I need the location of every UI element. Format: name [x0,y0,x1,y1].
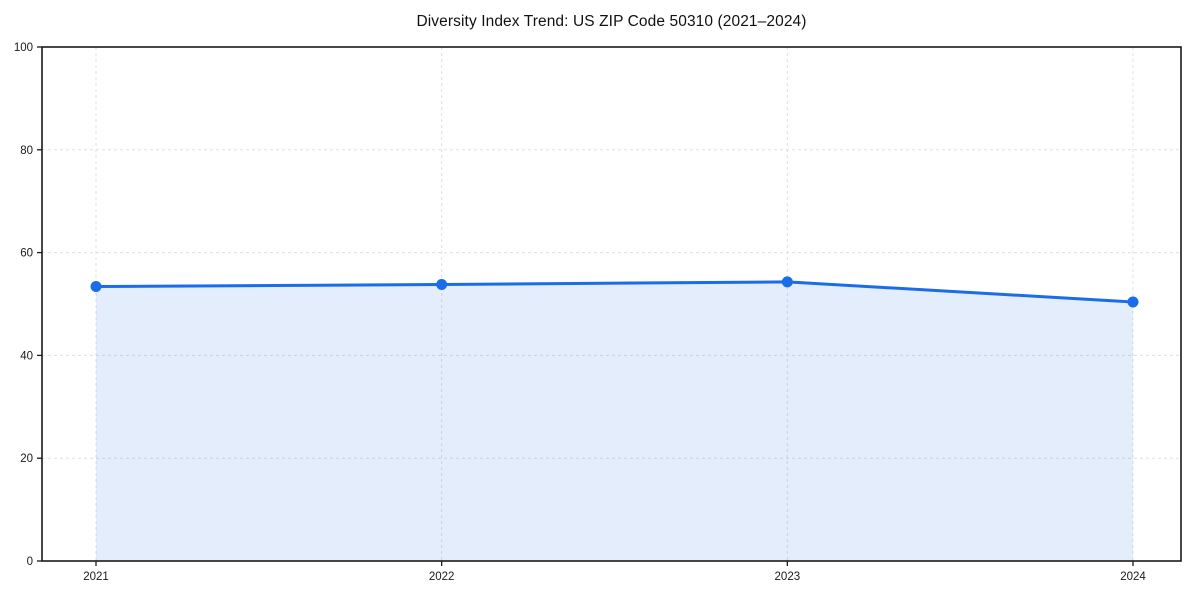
data-point-2021 [90,281,102,293]
x-tick-label: 2023 [775,571,801,583]
data-point-2023 [781,276,793,288]
data-point-2022 [436,278,448,290]
y-tick-label: 60 [20,248,33,260]
area-fill [96,281,1133,561]
y-tick-label: 40 [20,350,33,362]
chart-title: Diversity Index Trend: US ZIP Code 50310… [416,13,807,30]
trend-line [94,280,1135,304]
data-point-2024 [1127,296,1139,308]
y-tick-label: 20 [20,453,33,465]
y-tick-label: 100 [14,42,33,54]
x-tick-label: 2022 [429,571,455,583]
x-tick-label: 2024 [1120,571,1146,583]
x-tick-label: 2021 [83,571,109,583]
y-tick-label: 80 [20,145,33,157]
plot-border [41,46,1182,562]
y-tick-label: 0 [27,556,33,568]
